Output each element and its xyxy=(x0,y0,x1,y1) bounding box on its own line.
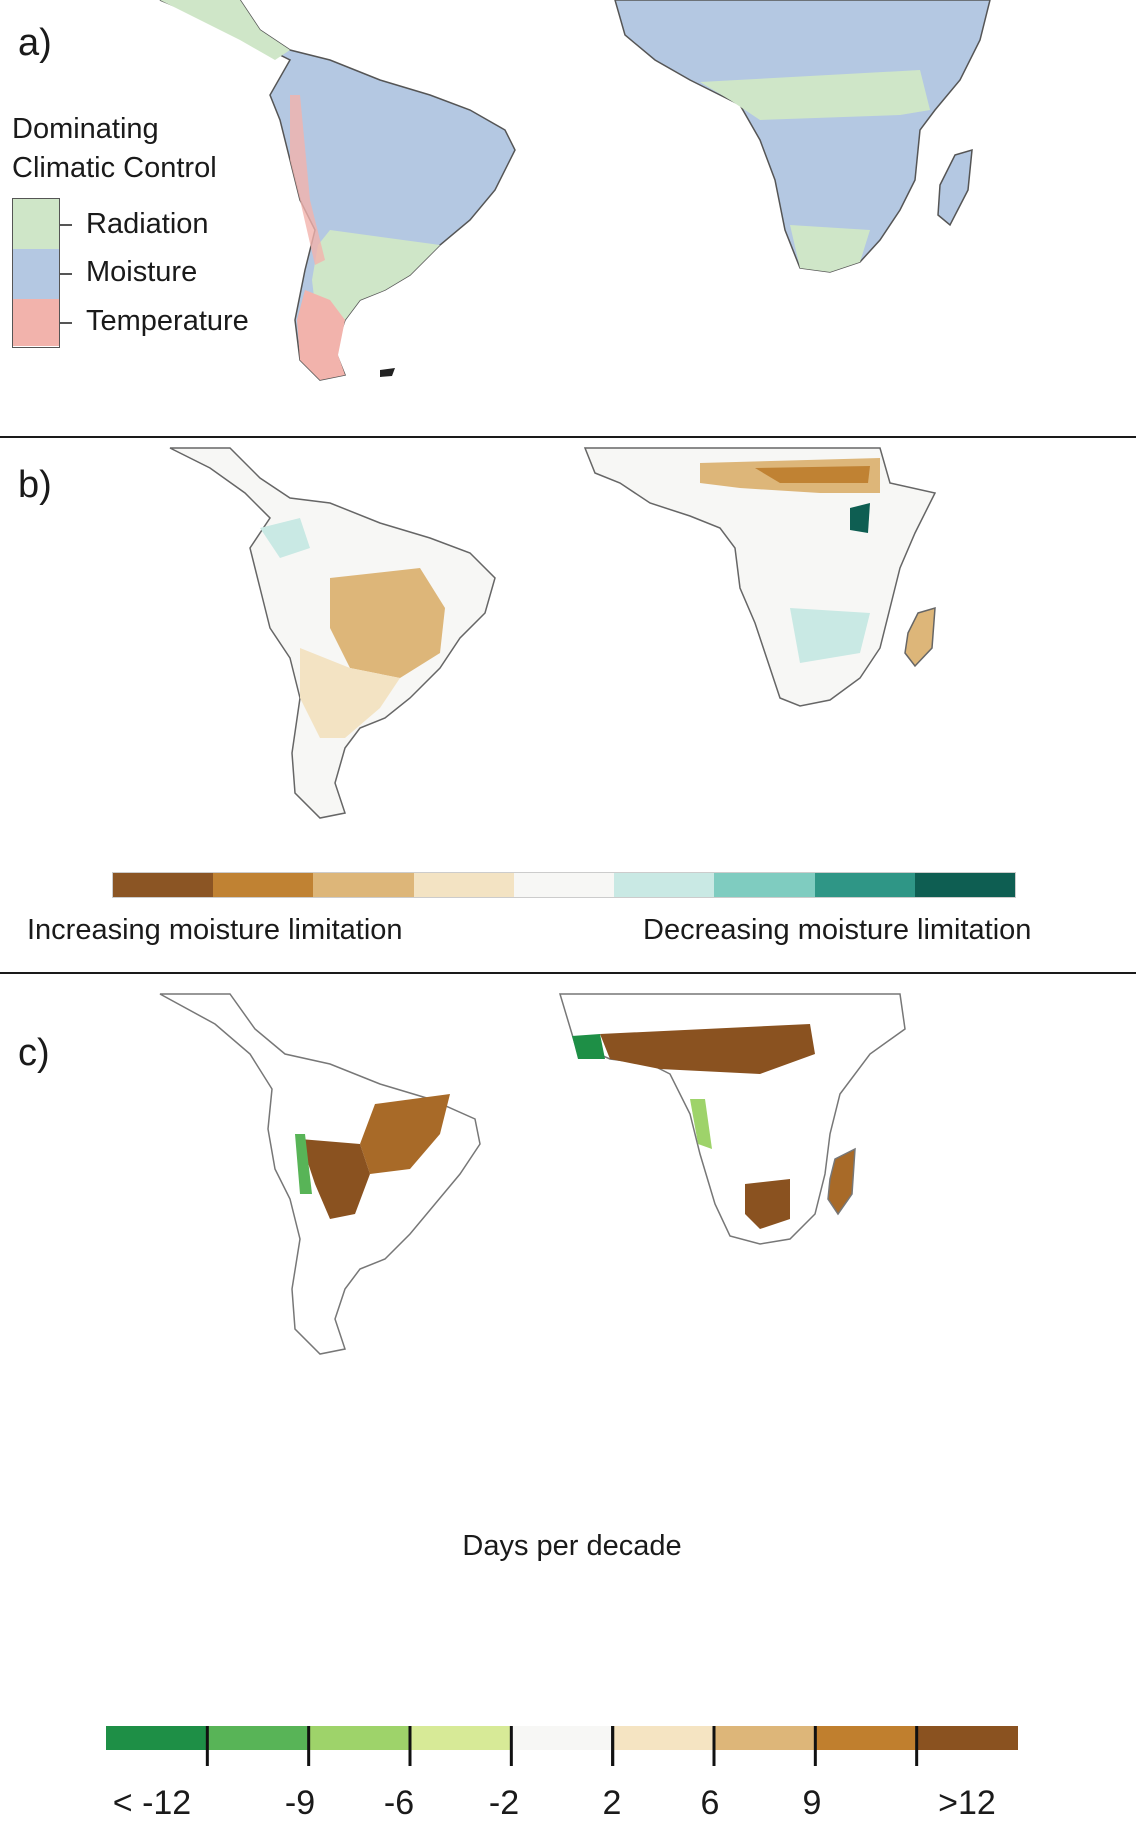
panel-b: b) Increasing moisture limitation Decrea… xyxy=(0,438,1136,972)
legend-tick-moisture xyxy=(60,273,72,275)
moisture-decrease-southern-africa xyxy=(790,608,870,663)
colorbar-c-tick-label-7: 9 xyxy=(802,1784,822,1822)
panel-c: c) < -12 -9 -6 -2 2 6 9 >12 Days per dec… xyxy=(0,974,1136,1822)
panel-a: a) Dominating Climatic Control Radiation… xyxy=(0,0,1136,436)
legend-title-line2: Climatic Control xyxy=(12,152,217,184)
legend-swatch-moisture xyxy=(13,249,59,299)
colorbar-b-left-label: Increasing moisture limitation xyxy=(27,914,403,946)
madagascar-landmass xyxy=(904,606,936,668)
falkland-islands xyxy=(380,368,395,377)
legend-tick-radiation xyxy=(60,224,72,226)
colorbar-c-tick-label-6: 6 xyxy=(700,1784,720,1822)
colorbar-b xyxy=(112,872,1016,898)
colorbar-b-segment xyxy=(213,873,314,897)
phenology-green-andes xyxy=(295,1134,312,1194)
moisture-decrease-east-africa xyxy=(850,503,870,533)
madagascar-landmass xyxy=(827,1147,856,1216)
colorbar-b-segment xyxy=(914,873,1015,897)
phenology-shift-southern-africa xyxy=(745,1179,790,1229)
radiation-zone-sahel xyxy=(700,70,930,120)
phenology-shift-brazil xyxy=(360,1094,450,1174)
panel-a-label: a) xyxy=(18,22,52,64)
colorbar-c-tick-label-4: -2 xyxy=(488,1784,520,1822)
moisture-limitation-sahel-dark xyxy=(755,466,870,483)
madagascar-landmass xyxy=(937,148,973,227)
map-panel-b xyxy=(169,447,937,819)
legend-swatch-radiation xyxy=(13,199,59,249)
panel-b-label: b) xyxy=(18,464,52,506)
colorbar-c-tick-label-5: 2 xyxy=(602,1784,622,1822)
moisture-limitation-brazil xyxy=(330,568,445,678)
phenology-green-congo xyxy=(690,1099,712,1149)
colorbar-b-segment xyxy=(814,873,915,897)
colorbar-b-segment xyxy=(614,873,715,897)
colorbar-b-right-label: Decreasing moisture limitation xyxy=(643,914,1032,946)
temperature-zone-patagonia xyxy=(297,290,345,380)
moisture-decrease-north-sa xyxy=(260,518,310,558)
legend-label-moisture: Moisture xyxy=(86,256,198,288)
legend-label-temperature: Temperature xyxy=(86,305,249,337)
colorbar-c-unit-label: Days per decade xyxy=(462,1530,682,1562)
map-panel-a xyxy=(159,0,991,381)
colorbar-c-tick-label-1: < -12 xyxy=(112,1784,192,1822)
moisture-limitation-brazil-light xyxy=(300,648,400,738)
legend-tick-temperature xyxy=(60,322,72,324)
separator-a-b xyxy=(0,436,1136,438)
phenology-shift-bolivia xyxy=(300,1139,370,1219)
panel-c-label: c) xyxy=(18,1032,50,1074)
legend-label-radiation: Radiation xyxy=(86,208,209,240)
colorbar-b-segment xyxy=(714,873,815,897)
legend-swatch-stack xyxy=(12,198,60,348)
colorbar-b-segment xyxy=(113,873,214,897)
colorbar-b-segment xyxy=(513,873,615,897)
colorbar-c-ticks xyxy=(205,1726,919,1766)
phenology-shift-sahel xyxy=(600,1024,815,1074)
colorbar-c-tick-label-2: -9 xyxy=(284,1784,316,1822)
separator-b-c xyxy=(0,972,1136,974)
map-panel-c xyxy=(159,993,906,1355)
radiation-zone-central-america xyxy=(160,0,290,60)
colorbar-c-tick-label-8: >12 xyxy=(938,1784,996,1822)
phenology-green-west-africa xyxy=(572,1034,605,1059)
radiation-zone-south-africa xyxy=(790,225,870,272)
colorbar-b-segment xyxy=(313,873,414,897)
legend-swatch-temperature xyxy=(13,299,59,346)
colorbar-c-tick-label-3: -6 xyxy=(383,1784,415,1822)
temperature-zone-andes xyxy=(290,95,325,265)
colorbar-b-segment xyxy=(413,873,514,897)
legend-title-line1: Dominating xyxy=(12,113,159,145)
